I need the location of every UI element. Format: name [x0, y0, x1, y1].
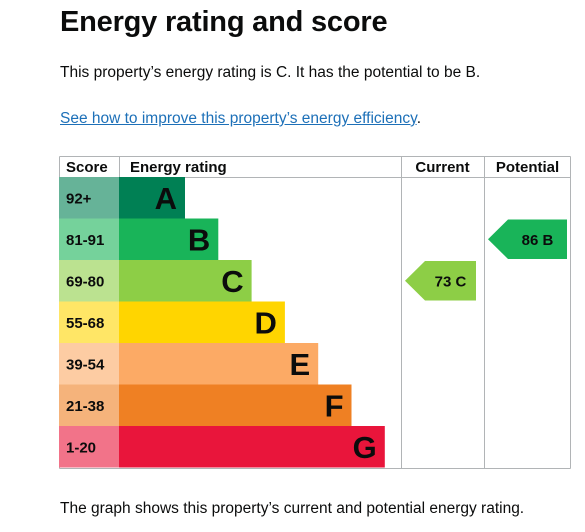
score-label-f: 21-38	[66, 398, 104, 415]
rating-bar-e	[119, 343, 319, 385]
header-potential: Potential	[496, 159, 559, 176]
energy-rating-chart: Score Energy rating Current Potential 92+ A 8…	[59, 156, 571, 469]
score-label-a: 92+	[66, 190, 92, 207]
score-cell-f	[59, 384, 119, 426]
header-score: Score	[66, 159, 108, 176]
rating-letter-d: D	[255, 305, 277, 340]
score-label-c: 69-80	[66, 273, 104, 290]
rating-bar-a	[119, 177, 185, 219]
rating-bar-c	[119, 260, 252, 302]
page-title: Energy rating and score	[60, 6, 388, 38]
rating-bar-d	[119, 301, 285, 343]
improve-efficiency-link[interactable]: See how to improve this property’s energ…	[60, 110, 417, 127]
rating-letter-b: B	[188, 222, 210, 257]
rating-letter-e: E	[290, 347, 311, 382]
rating-summary: This property’s energy rating is C. It h…	[60, 64, 481, 81]
rating-bar-g	[119, 426, 385, 468]
score-cell-b	[59, 218, 119, 260]
score-cell-g	[59, 426, 119, 468]
score-cell-e	[59, 343, 119, 385]
header-current: Current	[415, 159, 469, 176]
header-energy-rating: Energy rating	[130, 159, 227, 176]
improve-link-line: See how to improve this property’s energ…	[60, 110, 421, 128]
rating-letter-a: A	[155, 181, 177, 216]
rating-bar-f	[119, 384, 352, 426]
score-cell-a	[59, 177, 119, 219]
score-label-g: 1-20	[66, 439, 96, 456]
score-cell-c	[59, 260, 119, 302]
score-label-b: 81-91	[66, 232, 104, 249]
rating-letter-c: C	[221, 264, 243, 299]
current-rating-arrow	[405, 261, 476, 301]
rating-letter-f: F	[325, 388, 344, 423]
score-cell-d	[59, 301, 119, 343]
rating-bar-b	[119, 218, 219, 260]
energy-rating-graph: Score Energy rating Current Potential 92+ A 8…	[59, 156, 571, 469]
score-label-d: 55-68	[66, 315, 104, 332]
current-rating-arrow-label: 73 C	[435, 273, 467, 290]
score-label-e: 39-54	[66, 356, 105, 373]
graph-description: The graph shows this property’s current …	[60, 500, 525, 517]
link-period: .	[416, 110, 421, 127]
potential-rating-arrow-label: 86 B	[522, 232, 554, 249]
rating-letter-g: G	[353, 430, 377, 465]
potential-rating-arrow	[488, 219, 567, 259]
